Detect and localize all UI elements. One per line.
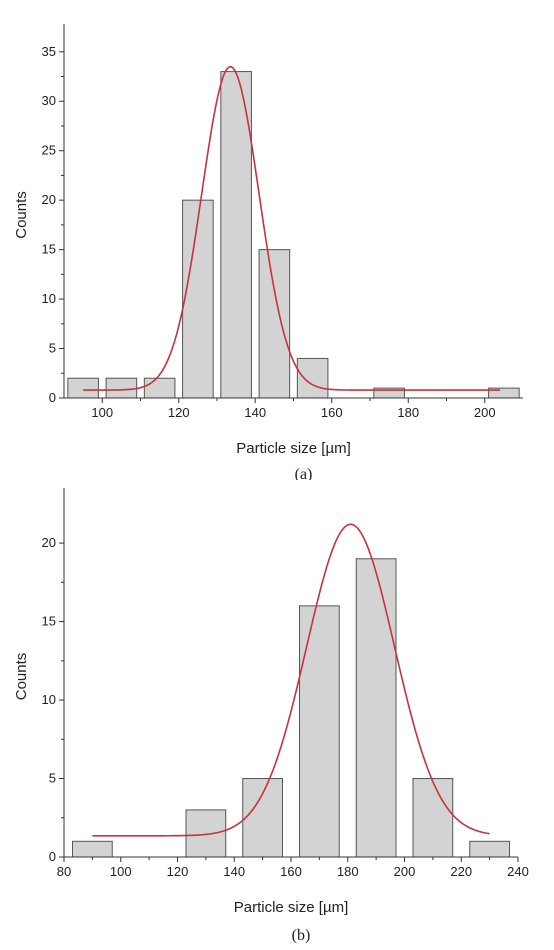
histogram-bar [185, 809, 227, 858]
x-tick-label: 120 [168, 405, 190, 420]
y-tick-label: 35 [42, 44, 56, 59]
x-tick-label: 80 [57, 864, 71, 879]
x-axis-title: Particle size [µm] [236, 440, 351, 457]
histogram-bar [355, 558, 397, 858]
histogram-chart-b: 0 5 10 15 20 80 100 120 140 160 180 200 220 240 Partic… [13, 488, 529, 944]
y-tick-label: 0 [49, 390, 56, 405]
gaussian-fit-curve [92, 523, 490, 837]
axis-lines [63, 24, 523, 399]
x-tick-label: 120 [167, 864, 189, 879]
x-tick-label: 140 [223, 864, 245, 879]
x-tick-label: 160 [321, 405, 343, 420]
y-tick-label: 25 [42, 143, 56, 158]
histogram-bar [469, 840, 510, 858]
y-tick-label: 30 [42, 93, 56, 108]
y-tick-label: 5 [49, 341, 56, 356]
histogram-bar [412, 778, 454, 858]
histogram-bar [67, 377, 99, 399]
x-tick-label: 140 [244, 405, 266, 420]
y-axis-title: Counts [13, 191, 30, 239]
histogram-bar [105, 377, 138, 399]
y-tick-label: 0 [49, 849, 56, 864]
x-axis-title: Particle size [µm] [234, 899, 349, 916]
x-tick-label: 180 [397, 405, 419, 420]
y-tick-label: 15 [42, 242, 56, 257]
panel-label: (a) [295, 466, 313, 480]
histogram-bar [143, 377, 176, 399]
x-tick-label: 200 [474, 405, 496, 420]
y-tick-label: 5 [49, 771, 56, 786]
x-tick-label: 180 [337, 864, 359, 879]
gaussian-fit-curve [83, 65, 501, 391]
histogram-bar [296, 357, 329, 399]
histogram-bar [182, 199, 214, 399]
histogram-bar [299, 605, 340, 858]
y-tick-label: 20 [42, 535, 56, 550]
x-tick-label: 220 [450, 864, 472, 879]
y-tick-label: 20 [42, 192, 56, 207]
y-tick-label: 10 [42, 692, 56, 707]
y-axis-title: Counts [13, 653, 30, 701]
x-tick-label: 100 [110, 864, 132, 879]
histogram-bar [242, 778, 283, 858]
histogram-chart-a: 0 5 10 15 20 25 30 35 100 120 140 160 180 200 Particle… [13, 24, 523, 480]
y-tick-label: 15 [42, 614, 56, 629]
y-tick-label: 10 [42, 291, 56, 306]
x-tick-label: 100 [91, 405, 113, 420]
x-tick-label: 160 [280, 864, 302, 879]
histogram-bar [258, 249, 291, 399]
histogram-bar [72, 840, 113, 858]
x-tick-label: 200 [394, 864, 416, 879]
x-tick-label: 240 [507, 864, 529, 879]
panel-label: (b) [292, 927, 311, 944]
histogram-bar [220, 71, 252, 399]
